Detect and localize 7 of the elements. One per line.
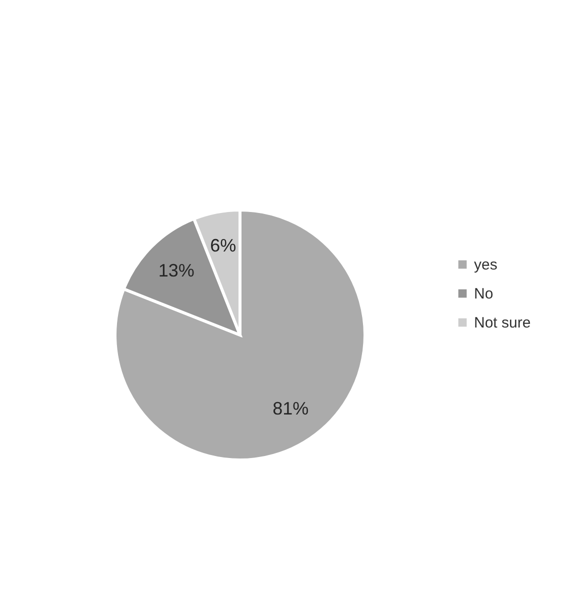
data-label: 81%: [272, 398, 309, 418]
pie-slice: [114, 208, 366, 462]
legend-label: No: [474, 286, 494, 302]
legend-label: Not sure: [474, 314, 531, 332]
data-label: 6%: [210, 236, 236, 256]
data-label: 13%: [158, 260, 194, 280]
legend-label: yes: [474, 256, 498, 274]
